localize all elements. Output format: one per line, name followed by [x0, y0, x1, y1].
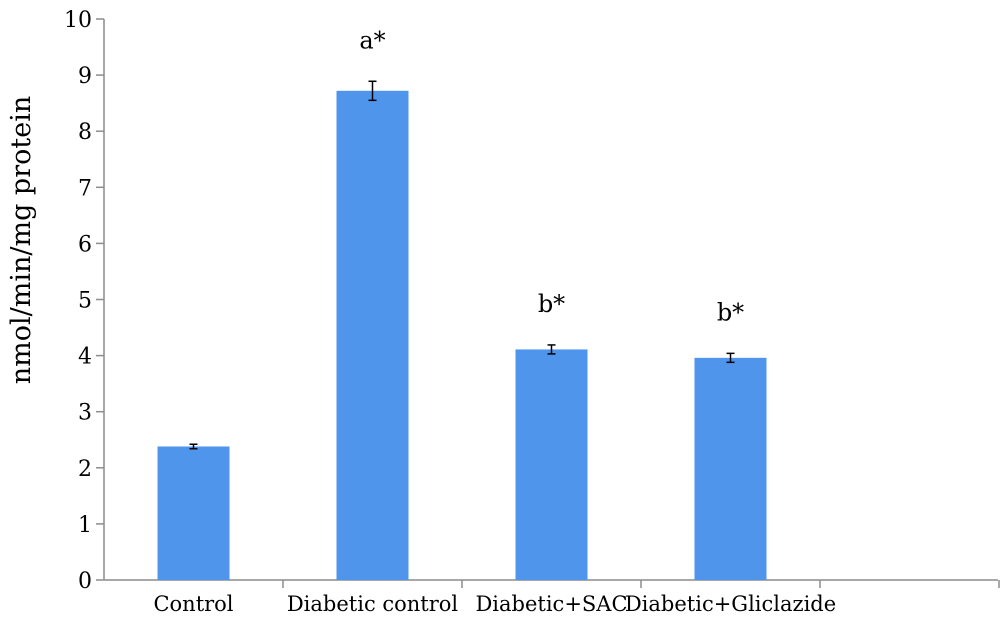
x-tick-label: Diabetic control	[287, 592, 459, 616]
x-tick-label: Diabetic+Gliclazide	[625, 592, 836, 616]
bars	[157, 90, 767, 581]
y-tick-label: 1	[78, 513, 92, 538]
y-tick-label: 9	[78, 64, 92, 89]
y-tick-label: 7	[78, 176, 92, 201]
y-tick-label: 8	[78, 120, 92, 145]
bar	[694, 357, 767, 580]
x-tick-label: Control	[153, 592, 233, 616]
significance-label: b*	[717, 298, 744, 326]
significance-label: a*	[359, 26, 385, 54]
x-tick-label: Diabetic+SAC	[475, 592, 627, 616]
y-tick-label: 10	[64, 8, 92, 33]
significance-label: b*	[538, 290, 565, 318]
significance-labels: a* b* b*	[359, 26, 744, 326]
bar	[336, 90, 409, 581]
y-tick-label: 3	[78, 401, 92, 426]
x-axis: Control Diabetic control Diabetic+SACDiabe…	[104, 579, 1000, 616]
y-axis: 0 1 2 3 4 5 6 7 8 9 10	[64, 8, 105, 594]
bar	[515, 349, 588, 580]
bar	[157, 446, 230, 580]
y-tick-label: 0	[78, 569, 92, 594]
y-tick-label: 2	[78, 457, 92, 482]
y-tick-label: 5	[78, 289, 92, 314]
y-axis-label: nmol/min/mg protein	[6, 96, 37, 384]
y-tick-label: 6	[78, 232, 92, 257]
error-bars	[189, 80, 735, 450]
y-tick-label: 4	[78, 345, 92, 370]
